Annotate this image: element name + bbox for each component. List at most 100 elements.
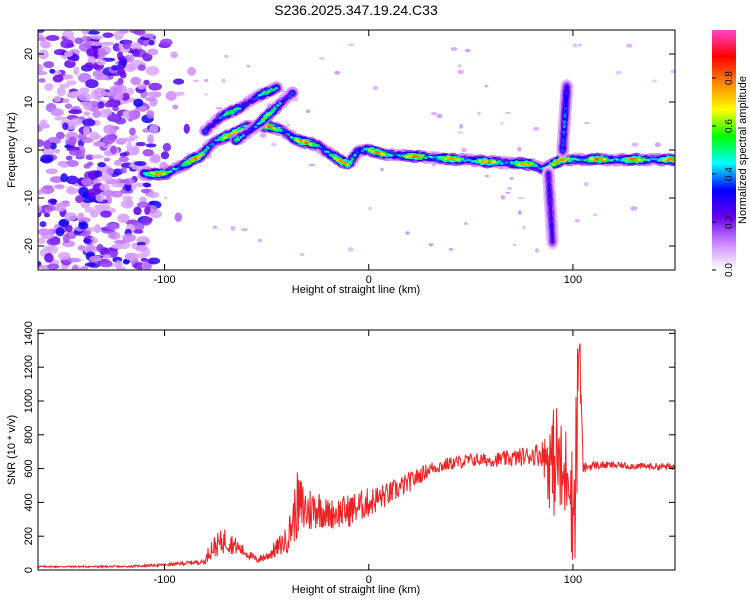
noise-blob (93, 170, 103, 178)
noise-blob (57, 251, 71, 261)
ridge-cell (241, 134, 245, 137)
noise-blob (143, 79, 150, 86)
ridge-cell (463, 159, 467, 163)
noise-blob (97, 101, 105, 109)
snr-plot-area (38, 343, 675, 569)
ridge-cell (279, 129, 283, 132)
ridge-cell (549, 211, 553, 216)
ridge-cell (583, 158, 587, 162)
spectrogram-xtick-label: 100 (564, 274, 582, 286)
noise-blob (59, 267, 67, 270)
noise-speck (405, 231, 410, 235)
ridge-cell (517, 162, 521, 166)
noise-blob (92, 110, 101, 118)
ridge-cell (228, 111, 232, 115)
noise-blob (133, 229, 144, 234)
noise-speck (163, 196, 168, 200)
snr-ytick-label: 0 (23, 567, 35, 573)
ridge-cell (422, 155, 425, 159)
ridge-cell (608, 158, 612, 162)
ridge-cell (451, 157, 455, 161)
noise-speck (221, 78, 226, 84)
ridge-cell (243, 124, 247, 128)
snr-ytick-label: 1000 (23, 389, 35, 413)
ridge-cell (324, 150, 327, 153)
ridge-cell (292, 137, 296, 140)
ridge-cell (480, 160, 484, 164)
noise-blob (120, 199, 134, 209)
noise-blob (86, 161, 94, 167)
ridge-cell (286, 96, 289, 100)
noise-blob (175, 91, 185, 96)
ridge-cell (297, 140, 300, 143)
noise-blob (137, 105, 148, 113)
ridge-cell (142, 172, 146, 175)
ridge-cell (647, 158, 651, 162)
noise-blob (86, 30, 101, 35)
ridge-cell (333, 156, 337, 160)
noise-blob (38, 261, 42, 266)
ridge-cell (267, 90, 271, 94)
noise-speck (534, 248, 540, 253)
noise-blob (126, 87, 134, 96)
ridge-cell (547, 177, 551, 182)
noise-blob (43, 212, 51, 218)
noise-blob (56, 86, 66, 97)
ridge-cell (365, 147, 369, 151)
ridge-cell (181, 163, 185, 166)
ridge-cell (277, 129, 281, 132)
noise-blob (38, 30, 45, 34)
snr-background (38, 330, 675, 570)
ridge-cell (547, 183, 551, 188)
ridge-cell (429, 155, 433, 159)
ridge-cell (490, 160, 494, 164)
noise-blob (43, 61, 55, 69)
noise-blob (92, 141, 106, 147)
noise-blob (64, 50, 74, 57)
noise-speck (484, 174, 490, 178)
noise-speck (368, 206, 372, 211)
ridge-cell (667, 158, 670, 162)
noise-blob (113, 30, 124, 41)
ridge-cell (189, 158, 193, 162)
noise-blob (142, 149, 154, 157)
noise-blob (53, 95, 62, 103)
spectrogram-ytick-label: -10 (23, 190, 35, 206)
noise-blob (187, 66, 197, 76)
noise-blob (183, 123, 190, 134)
noise-blob (77, 212, 85, 220)
noise-blob (79, 266, 89, 270)
ridge-cell (441, 155, 445, 159)
noise-speck (259, 133, 267, 138)
ridge-cell (216, 138, 220, 142)
ridge-cell (446, 156, 450, 160)
noise-blob (113, 81, 123, 86)
ridge-cell (275, 127, 278, 131)
noise-blob (44, 253, 54, 263)
noise-blob (96, 244, 104, 252)
ridge-cell (252, 97, 256, 101)
noise-speck (347, 247, 354, 252)
colorbar-label: Normalized spectral amplitude (737, 76, 749, 224)
noise-blob (82, 101, 93, 111)
ridge-cell (301, 140, 305, 144)
noise-speck (532, 126, 540, 131)
noise-blob (38, 36, 47, 42)
ridge-cell (311, 142, 315, 146)
ridge-cell (208, 143, 212, 147)
noise-blob (107, 231, 121, 240)
ridge-cell (395, 153, 398, 157)
ridge-cell (271, 108, 275, 112)
ridge-cell (493, 160, 496, 164)
noise-blob (47, 263, 60, 270)
ridge-cell (221, 136, 225, 140)
ridge-cell (238, 107, 242, 111)
ridge-cell (662, 158, 666, 162)
ridge-cell (246, 130, 250, 134)
noise-blob (104, 102, 114, 108)
ridge-cell (578, 158, 582, 162)
ridge-cell (539, 167, 543, 171)
ridge-cell (355, 150, 359, 154)
noise-blob (124, 63, 137, 73)
noise-blob (135, 141, 146, 147)
